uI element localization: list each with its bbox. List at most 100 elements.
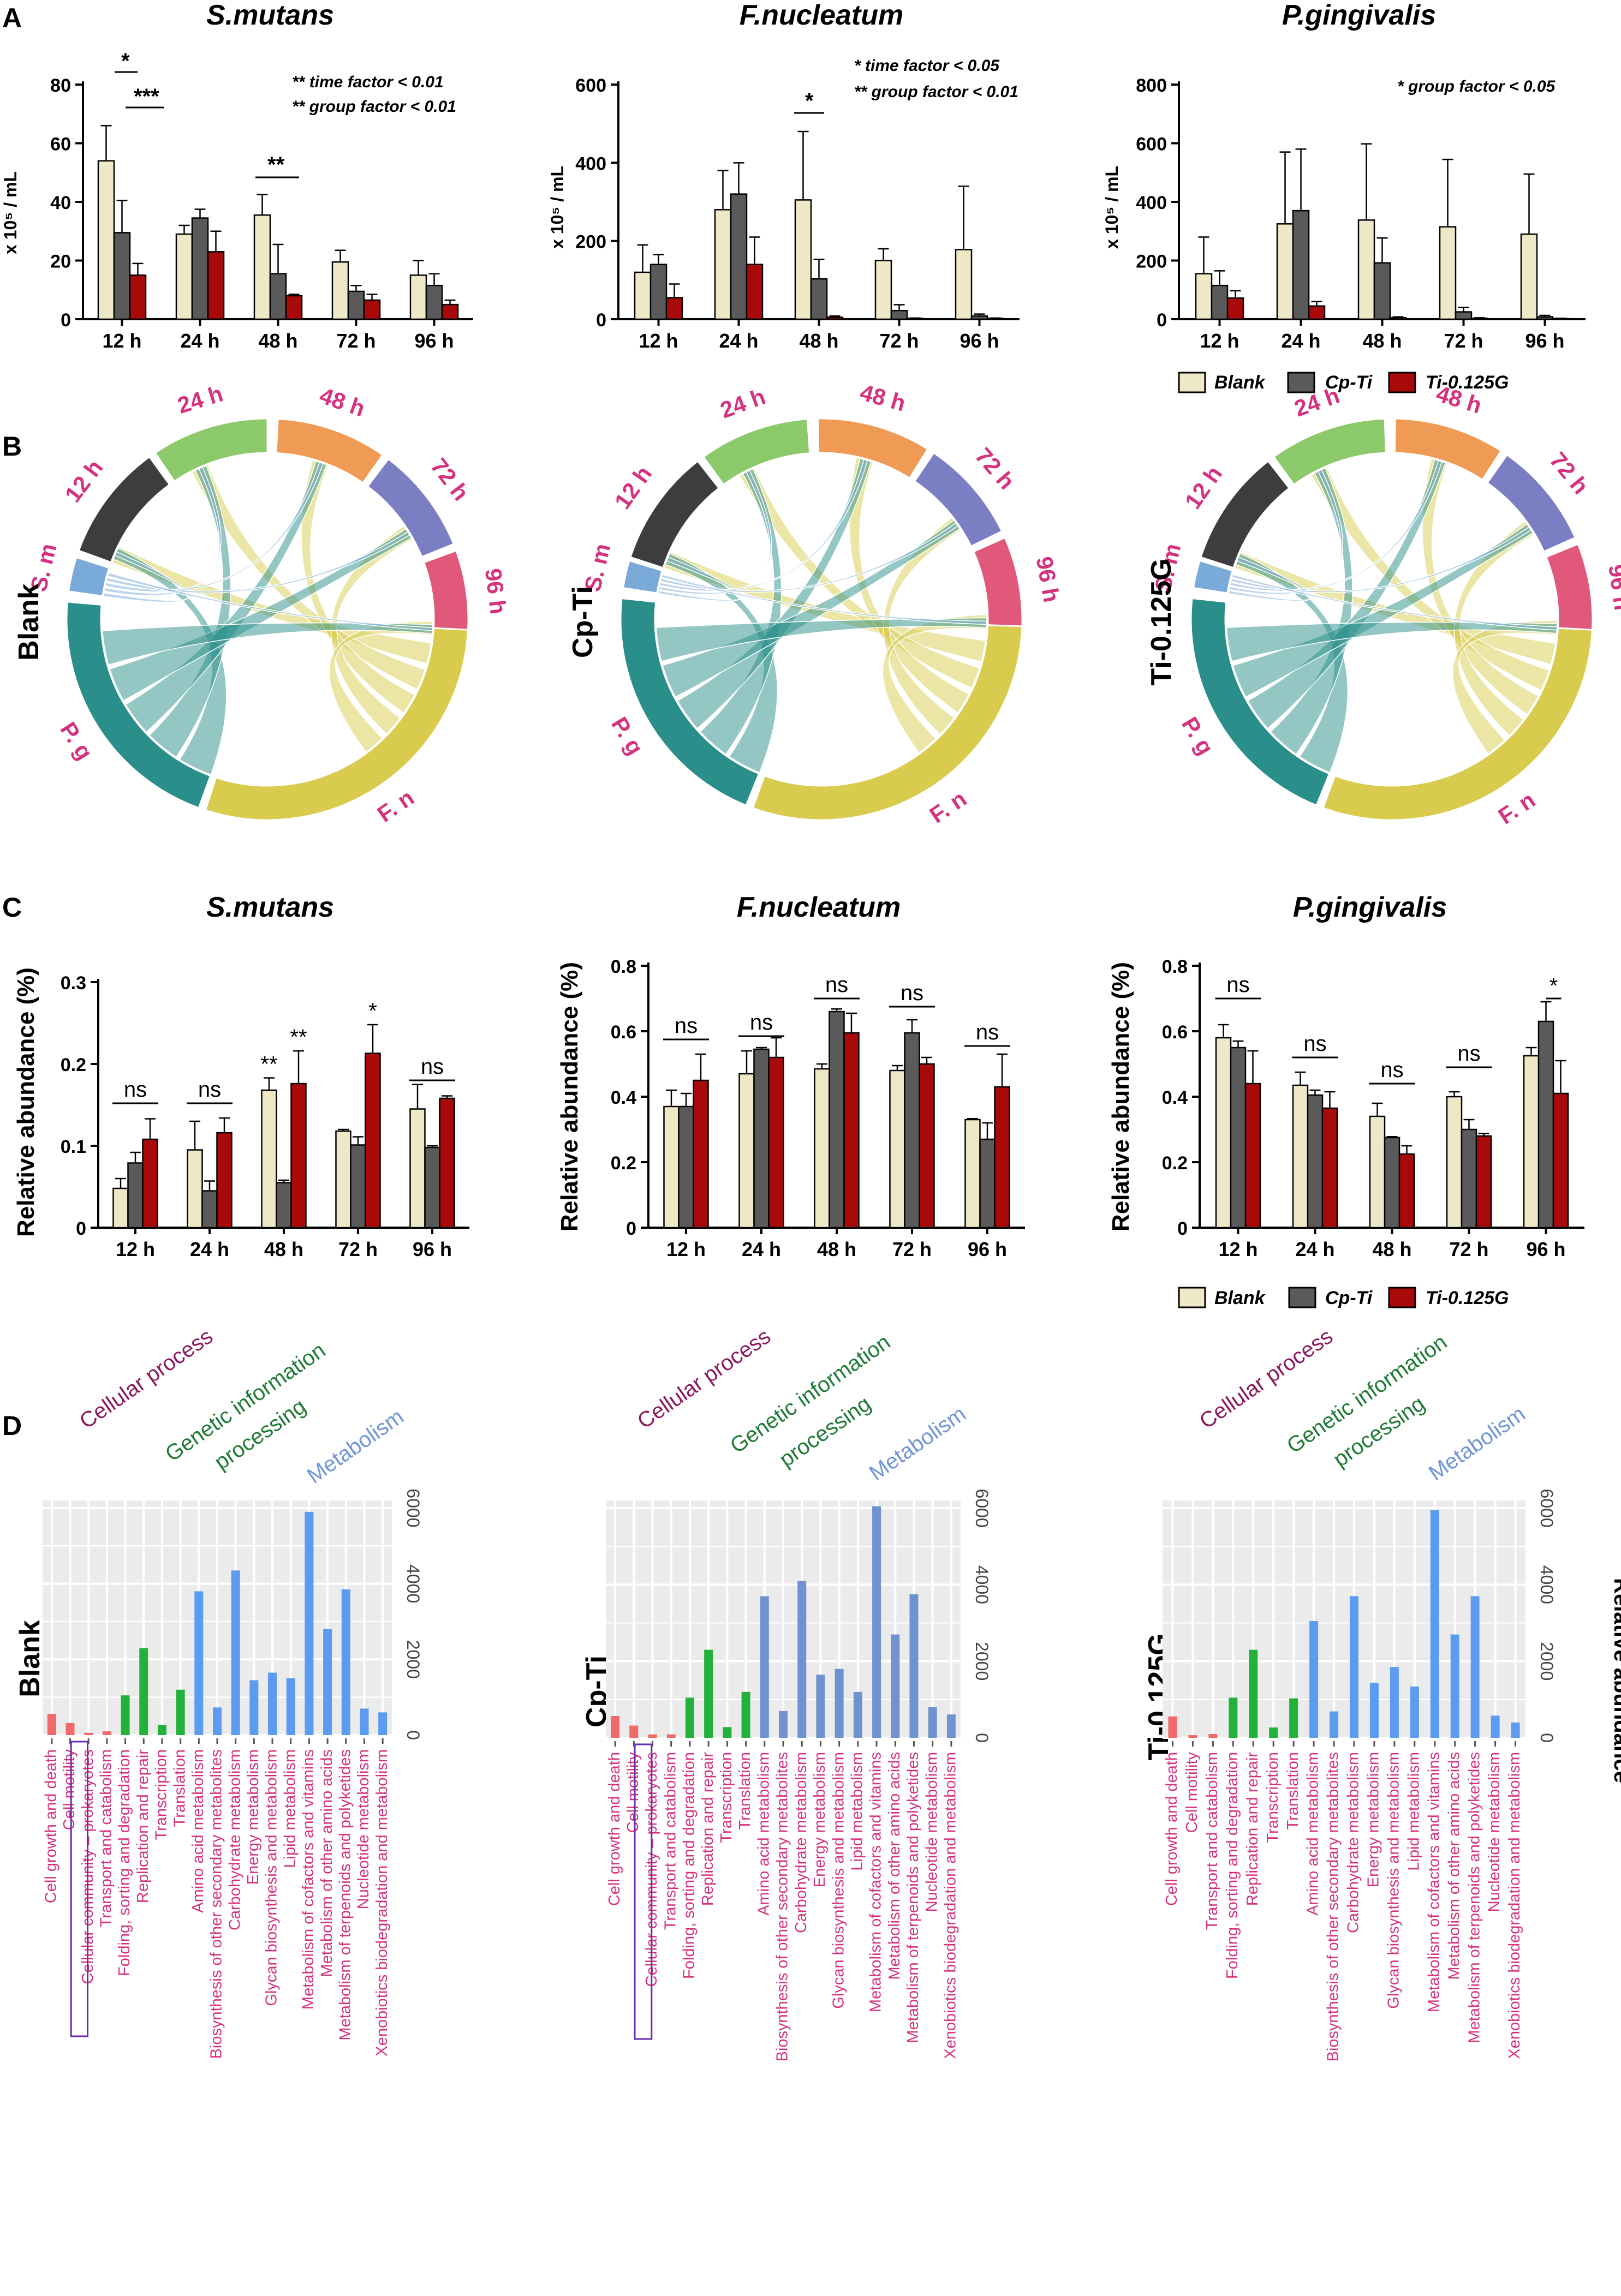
d1-bar — [121, 1695, 130, 1735]
c3-sig-label: * — [1550, 974, 1558, 998]
c1-bar-blank — [261, 1089, 277, 1229]
d2-bar — [741, 1691, 750, 1738]
a2-note-time: * time factor < 0.05 — [854, 57, 1000, 75]
d1-bar — [47, 1714, 56, 1735]
a1-ytick-label: 0 — [61, 310, 71, 331]
legend-c: Blank Cp-Ti Ti-0.125G — [1178, 1287, 1509, 1308]
d2-bar — [629, 1725, 639, 1738]
chord-label-seg-72h: 72 h — [970, 443, 1020, 494]
a2-bar-cp-ti — [730, 193, 748, 320]
a1-bar-cp-ti — [113, 232, 131, 320]
d1-bar — [102, 1731, 111, 1735]
a1-bar-cp-ti — [347, 290, 365, 320]
c2-sig-label: ns — [976, 1020, 999, 1044]
c3-bar-blank — [1369, 1115, 1386, 1229]
a3-bar-cp-ti — [1373, 262, 1391, 320]
d1-category-label: Lipid metabolism — [281, 1749, 299, 1868]
c2-bar-blank — [964, 1119, 981, 1229]
d1-category-label: Cell growth and death — [42, 1749, 59, 1903]
d2-category-label: Folding, sorting and degradation — [681, 1752, 698, 1979]
d3-ytick-label: 6000 — [1537, 1488, 1557, 1527]
d3-category-label: Nucleotide metabolism — [1486, 1752, 1503, 1912]
d1-bar — [231, 1570, 240, 1735]
a2-bar-blank — [874, 260, 892, 320]
chord-seg-12h — [78, 456, 171, 564]
c3-bar-blank — [1215, 1037, 1232, 1229]
c3-bar-ti-0-125g — [1244, 1083, 1261, 1229]
a2-chart: 0 200 400 600 12 h 24 h 48 h 72 h 96 h — [575, 75, 1020, 352]
d1-bar — [176, 1689, 185, 1735]
d1-category-label: Cell motility — [61, 1749, 78, 1831]
a1-bracket-48h: ** — [255, 153, 299, 178]
c1-bar-cp-ti — [350, 1144, 366, 1229]
legend-a-blank: Blank — [1214, 372, 1266, 393]
d3-category-label: Replication and repair — [1244, 1752, 1261, 1906]
a2-bar-cp-ti — [970, 315, 988, 320]
chord-ribbon — [882, 614, 987, 754]
d2-headers: Cellular process Genetic information pro… — [633, 1324, 970, 1486]
d3-bar — [1269, 1727, 1278, 1738]
c2-chart: 0 0.2 0.4 0.6 0.8 12 h 24 h 48 h 72 h 96 h ns ns ns n… — [611, 956, 1025, 1260]
d2-highlight-box — [634, 1743, 653, 2040]
c2-sig-label: ns — [750, 1011, 773, 1035]
legend-a: Blank Cp-Ti Ti-0.125G — [1178, 372, 1509, 393]
chord-ribbon — [148, 465, 231, 758]
d3-category-label: Metabolism of other amino acids — [1445, 1752, 1463, 1980]
d3-bar — [1330, 1711, 1339, 1738]
d1-ytick-label: 2000 — [403, 1640, 423, 1679]
c3-bar-cp-ti — [1461, 1128, 1477, 1229]
a3-chart: 0 200 400 600 800 12 h 24 h 48 h 72 h 96 h — [1136, 75, 1586, 352]
c3-bar-blank — [1292, 1084, 1309, 1229]
chord-label-seg-pg: P. g — [1177, 713, 1219, 760]
c3-bar-ti-0-125g — [1475, 1135, 1492, 1229]
chord-ribbon — [1247, 459, 1446, 730]
legend-c-cpti-swatch — [1288, 1287, 1316, 1308]
c2-bar-blank — [663, 1105, 680, 1229]
chord-label-seg-48h: 48 h — [317, 382, 368, 422]
c1-chart: 00.10.20.312 h 24 h 48 h 72 h 96 hns ns*****n… — [61, 973, 469, 1260]
a2-xtick-label: 48 h — [799, 330, 838, 352]
d3-category-label: Energy metabolism — [1365, 1752, 1382, 1887]
d3-bar — [1168, 1716, 1177, 1738]
c3-bar-cp-ti — [1384, 1137, 1401, 1229]
a3-bar-cp-ti — [1211, 284, 1229, 320]
chord-ribbon — [1232, 523, 1534, 698]
c3-ytick-label: 0.2 — [1162, 1153, 1188, 1174]
chord-ribbon — [329, 621, 433, 753]
a3-ylabel: x 10⁵ / mL — [1102, 166, 1122, 249]
a2-xtick-label: 24 h — [719, 330, 758, 352]
d2-bar — [648, 1734, 657, 1738]
a3-bar-ti-0-125g — [1389, 317, 1407, 320]
d3-bar — [1470, 1596, 1480, 1738]
a2-bar-ti-0-125g — [665, 297, 683, 320]
d1-bar — [65, 1723, 75, 1735]
chord-blank: 12 h24 h 48 h72 h96 hF. nP. gS. m — [26, 380, 511, 827]
chord-ribbon — [125, 461, 327, 733]
d3-bar — [1410, 1686, 1419, 1738]
a1-xtick-label: 12 h — [102, 330, 141, 352]
d3-ytick-label: 0 — [1537, 1733, 1557, 1743]
panel-c-charts: 00.10.20.312 h 24 h 48 h 72 h 96 hns ns*****n… — [61, 956, 1584, 1260]
chord-seg-12h — [629, 459, 720, 569]
d3-headers: Cellular process Genetic information pro… — [1195, 1324, 1530, 1486]
panel-a-charts: 0 20 40 60 80 12 h 24 h 48 h 72 h 96 h 0 200 400 600 1… — [50, 75, 1586, 352]
c3-xtick-label: 72 h — [1449, 1238, 1488, 1260]
chord-seg-72h — [913, 451, 1003, 548]
chord-label-seg-pg: P. g — [55, 717, 98, 764]
a1-bracket-12h-ti: *** — [126, 85, 164, 109]
a3-ytick-label: 0 — [1157, 310, 1167, 331]
c1-xtick-label: 12 h — [116, 1238, 155, 1260]
d3-category-label: Lipid metabolism — [1405, 1752, 1422, 1871]
d3-category-label: Metabolism of terpenoids and polyketides — [1465, 1752, 1483, 2043]
a3-xtick-label: 72 h — [1444, 330, 1483, 352]
d2-ytick-label: 0 — [972, 1733, 992, 1743]
c3-sig-label: ns — [1226, 973, 1249, 997]
a3-bar-ti-0-125g — [1308, 305, 1326, 320]
chord-label-seg-96h: 96 h — [1032, 554, 1065, 604]
a3-xtick-label: 96 h — [1525, 330, 1564, 352]
d1-chart: 0 2000 4000 6000 Cell growth and death Cell m… — [42, 1488, 423, 2059]
c2-sig-label: ns — [825, 973, 848, 997]
c2-xtick-label: 72 h — [892, 1238, 932, 1260]
c1-bar-cp-ti — [201, 1190, 218, 1229]
